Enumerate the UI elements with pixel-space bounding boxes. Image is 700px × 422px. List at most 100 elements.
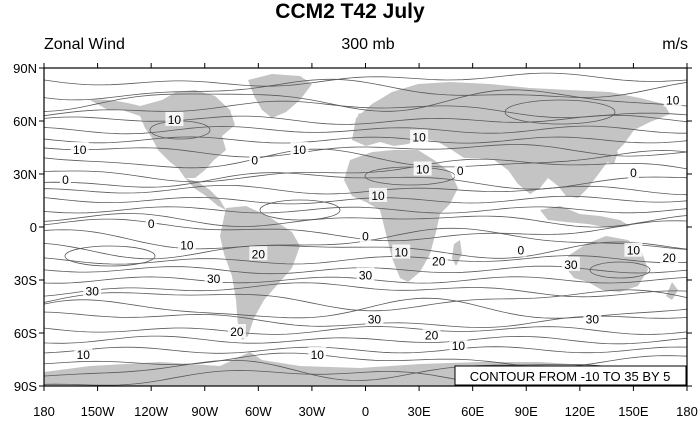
contour-label-bg [165,112,184,126]
contour-line [44,144,687,158]
x-tick-label: 0 [362,404,369,419]
x-tick-label: 60W [245,404,272,419]
contour-label-bg [227,324,246,338]
units-label: m/s [662,36,688,53]
contour-label: 10 [168,113,182,127]
contour-label: 20 [662,251,676,265]
contour-line [44,335,687,345]
x-tick-label: 150W [81,404,116,419]
contour-label: 10 [371,189,385,203]
land-north-america [90,90,235,178]
contour-label: 0 [148,217,155,231]
land-south-america [220,206,300,340]
contour-label: 0 [457,164,464,178]
y-tick-label: 90S [14,379,37,394]
contour-label: 30 [368,313,382,327]
contour-label: 10 [416,162,430,176]
contour-label: 30 [359,268,373,282]
contour-loop [504,99,616,125]
contour-label-bg [356,267,375,282]
contour-label: 10 [395,246,409,260]
contour-label-bg [627,165,639,179]
x-tick-label: 30W [299,404,326,419]
contour-line [44,297,687,319]
contour-label-bg [410,129,429,144]
contour-label-bg [249,246,268,261]
contour-label: 0 [251,154,258,168]
contour-label-bg [249,152,261,167]
y-tick-label: 60N [13,114,37,129]
x-tick-label: 60E [461,404,484,419]
contour-label-bg [422,327,441,342]
contour-label-bg [663,92,682,107]
x-tick-label: 180 [33,404,55,419]
contour-line [44,148,687,169]
contour-line [44,289,687,312]
contour-line [44,206,687,214]
x-tick-label: 180 [676,404,698,419]
contour-label: 10 [73,143,87,157]
contour-label-bg [365,311,384,326]
contour-line [44,72,687,87]
contour-label-bg [369,187,388,202]
contour-label-bg [290,142,309,157]
contour-line [44,89,687,112]
contour-label-bg [392,244,411,259]
land-indonesia [540,206,630,228]
contour-line [44,346,687,354]
contour-line [44,185,687,196]
contour-line [44,255,687,265]
contour-loop [64,245,156,267]
contour-labels: 10 10 10 10 10 0 0 10 0 0 10 0 0 10 10 0 10 20 20 30 20 30 30 3… [59,92,682,362]
y-tick-label: 30S [14,273,37,288]
contour-label-bg [360,228,371,243]
y-tick-label: 90N [13,61,37,76]
contour-label: 30 [586,313,600,327]
contour-loop [589,261,651,279]
contour-label: 20 [252,247,266,261]
contour-label-bg [561,256,580,271]
contour-line [44,359,687,381]
contour-label-bg [449,338,468,353]
contour-line [44,213,687,228]
contour-label: 0 [62,173,69,187]
contour-line [44,282,687,298]
contour-label-bg [70,142,89,157]
contour-label: 0 [518,244,525,258]
contour-label: 20 [432,254,446,268]
x-tick-label: 90W [191,404,218,419]
contour-label: 10 [452,339,466,353]
contour-label-bg [74,346,93,361]
contour-label: 0 [362,230,369,244]
chart-title: CCM2 T42 July [275,0,425,23]
contour-label-bg [515,242,527,257]
contour-label: 30 [564,258,578,272]
contour-label: 10 [180,238,194,252]
contour-line [44,241,687,260]
land-madagascar [452,240,462,266]
contour-label-bg [454,163,466,178]
contour-label: 10 [412,131,426,145]
contour-label-bg [145,216,157,231]
x-tick-label: 150E [618,404,649,419]
contour-label: 30 [86,284,100,298]
contour-label: 20 [425,329,439,343]
variable-label: Zonal Wind [44,36,125,53]
contour-line [44,326,687,335]
contour-label: 10 [293,143,307,157]
x-tick-label: 120E [565,404,596,419]
contour-line [44,158,687,183]
contour-line [44,195,687,205]
contour-loop [259,199,341,221]
contour-label-bg [624,242,643,257]
contour-label-bg [204,271,223,285]
contour-line [44,114,687,125]
contour-label-bg [59,172,71,187]
land-uk [358,112,368,130]
contour-label-bg [177,237,196,252]
contour-label-bg [660,249,679,264]
land-central-america [185,178,226,210]
contour-label: 30 [207,272,221,286]
contour-line [44,136,687,144]
